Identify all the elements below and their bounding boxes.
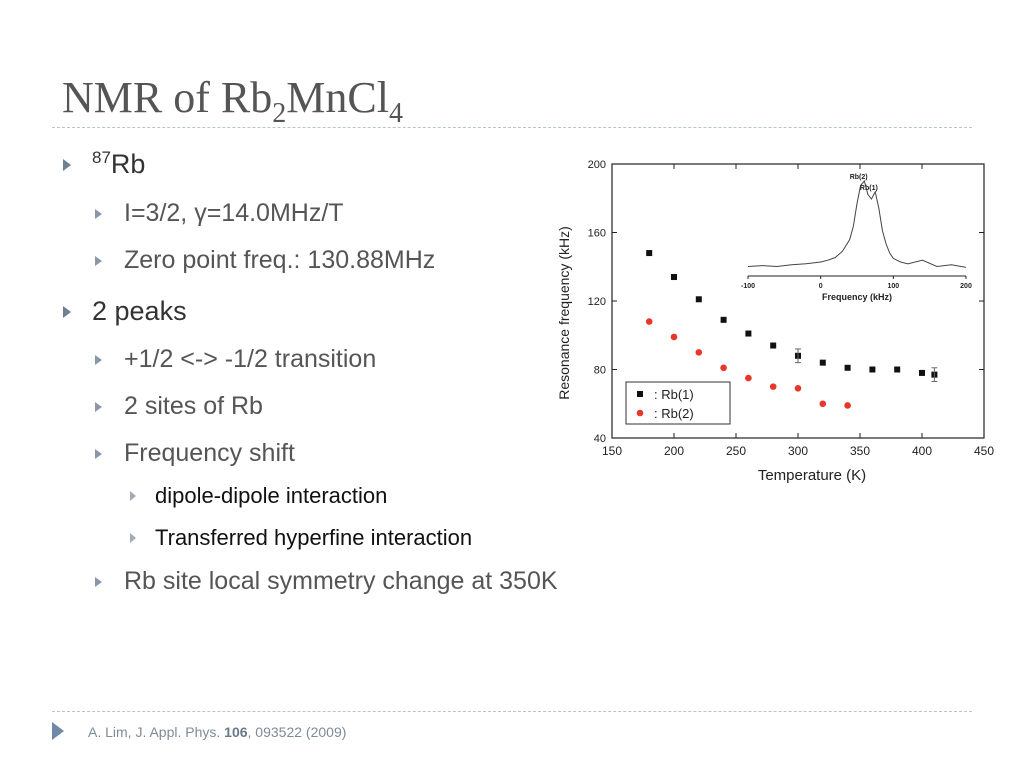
rb1-point <box>894 366 901 373</box>
rb2-point <box>745 374 752 382</box>
resonance-frequency-chart: 150 200 250 300 350 400 450 40 80 120 160 200 Temper… <box>556 159 994 484</box>
bullet-arrow-icon <box>95 577 102 587</box>
x-axis-label: Temperature (K) <box>758 467 866 484</box>
rb1-point <box>720 316 727 323</box>
rb2-point <box>794 385 802 392</box>
bullet-frequency-shift: Frequency shift <box>124 439 295 467</box>
inset-peak-label-rb1: Rb(1) <box>860 185 878 192</box>
inset-x-axis-label: Frequency (kHz) <box>822 292 892 302</box>
x-tick-label: 150 <box>602 444 622 458</box>
legend-rb1-marker <box>637 391 643 397</box>
rb2-point <box>645 318 653 325</box>
bullet-zero-point-freq: Zero point freq.: 130.88MHz <box>124 246 436 274</box>
bullet-arrow-icon <box>95 209 102 219</box>
rb2-point <box>695 349 703 356</box>
rb2-point <box>720 364 727 372</box>
y-tick-label: 160 <box>588 228 606 240</box>
y-tick-label: 120 <box>588 296 606 308</box>
y-tick-label: 200 <box>588 159 606 171</box>
inset-x-tick-label: 100 <box>887 283 899 290</box>
rb1-point <box>745 330 752 337</box>
bullet-arrow-icon <box>63 159 71 171</box>
rb2-point <box>844 402 851 409</box>
legend-box <box>625 381 731 425</box>
y-tick-label: 40 <box>594 433 606 445</box>
legend-rb1-label: : Rb(1) <box>654 387 694 402</box>
inset-peak-label-rb2: Rb(2) <box>850 174 868 181</box>
legend-rb2-label: : Rb(2) <box>654 406 694 421</box>
x-tick-label: 200 <box>664 444 684 458</box>
x-tick-label: 350 <box>850 444 870 458</box>
bullet-arrow-icon <box>95 402 102 412</box>
bullet-two-peaks: 2 peaks <box>92 296 187 326</box>
y-axis-label: Resonance frequency (kHz) <box>556 226 572 400</box>
main-scatter-plot: 150 200 250 300 350 400 450 40 80 120 160 200 Temper… <box>556 159 994 484</box>
x-tick-label: 450 <box>974 444 994 458</box>
inset-x-tick-label: 0 <box>819 283 823 290</box>
bullet-arrow-icon <box>95 449 102 459</box>
inset-x-tick-label: 200 <box>960 283 972 290</box>
inset-spectrum-line <box>747 179 967 268</box>
legend-rb2-marker <box>636 409 644 417</box>
rb2-point <box>769 383 777 390</box>
rb1-point <box>869 366 876 373</box>
rb2-point <box>819 400 827 408</box>
citation: A. Lim, J. Appl. Phys. 106, 093522 (2009… <box>88 724 347 740</box>
bullet-arrow-icon <box>130 533 136 543</box>
title-divider <box>52 127 972 128</box>
bullet-arrow-icon <box>63 306 71 318</box>
bullet-rb87: 87Rb <box>92 148 146 179</box>
bullet-spin-gamma: I=3/2, γ=14.0MHz/T <box>124 199 344 227</box>
rb1-point <box>919 369 925 376</box>
rb1-point <box>819 359 826 366</box>
inset-spectrum-plot: -100 0 100 200 Frequency (kHz) Rb(2) Rb(1) <box>741 174 972 302</box>
slide-title: NMR of Rb2MnCl4 <box>62 73 403 129</box>
bullet-transferred-hyperfine: Transferred hyperfine interaction <box>155 525 473 550</box>
bullet-dipole-dipole: dipole-dipole interaction <box>155 483 388 508</box>
footer-divider <box>52 711 972 712</box>
bullet-symmetry-change: Rb site local symmetry change at 350K <box>124 567 558 595</box>
x-tick-label: 250 <box>726 444 746 458</box>
x-tick-label: 400 <box>912 444 932 458</box>
rb1-point <box>844 364 851 371</box>
bullet-two-sites: 2 sites of Rb <box>124 392 263 420</box>
bullet-transition: +1/2 <-> -1/2 transition <box>124 345 377 373</box>
rb1-point <box>770 342 777 349</box>
bullet-arrow-icon <box>95 256 102 266</box>
rb1-point <box>695 296 702 303</box>
y-tick-label: 80 <box>594 365 606 377</box>
inset-x-tick-label: -100 <box>741 283 755 290</box>
rb1-point <box>671 274 677 281</box>
footer-triangle-icon <box>52 722 64 740</box>
bullet-arrow-icon <box>130 491 136 501</box>
rb2-point <box>670 333 678 341</box>
rb1-point <box>646 250 653 257</box>
bullet-arrow-icon <box>95 355 102 365</box>
x-tick-label: 300 <box>788 444 808 458</box>
